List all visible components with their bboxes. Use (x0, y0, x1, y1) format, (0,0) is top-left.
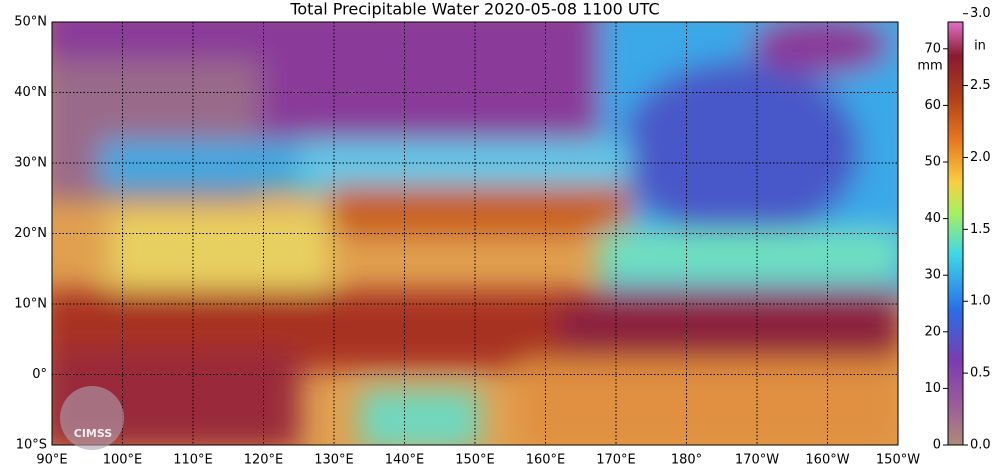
in-tick-label: 1.0 (970, 294, 991, 309)
lon-label: 110°E (173, 453, 213, 468)
mm-tick-label: 10 (924, 381, 941, 396)
lon-label: 90°E (36, 453, 67, 468)
in-tick-label: 2.0 (970, 150, 991, 165)
in-tick-label: 1.5 (970, 222, 991, 237)
lat-label: 10°S (16, 438, 47, 453)
lat-label: 50°N (14, 15, 47, 30)
in-tick-label: 2.5 (970, 78, 991, 93)
mm-tick-label: 40 (924, 211, 941, 226)
lon-label: 150°W (876, 453, 920, 468)
logo-text: CIMSS (74, 427, 113, 440)
lon-label: 100°E (103, 453, 143, 468)
map-image (52, 22, 898, 445)
in-tick-label: 0.0 (970, 438, 991, 453)
lon-label: 170°E (596, 453, 636, 468)
mm-tick-label: 20 (924, 324, 941, 339)
mm-tick-label: 30 (924, 268, 941, 283)
map-frame (51, 21, 899, 446)
mm-unit: mm (917, 59, 942, 74)
lat-label: 20°N (14, 226, 47, 241)
logo: CIMSS (60, 386, 124, 450)
lon-label: 120°E (244, 453, 284, 468)
mm-tick-label: 70 (924, 41, 941, 56)
lat-label: 30°N (14, 156, 47, 171)
in-tick-label: 0.5 (970, 366, 991, 381)
lon-label: 160°E (526, 453, 566, 468)
labels: 50°N 40°N 30°N 20°N 10°N 0° 10°S90°E 100°E 110°E… (14, 6, 990, 467)
graticule (52, 22, 898, 445)
lon-label: 150°E (455, 453, 495, 468)
in-unit: in (974, 39, 986, 54)
colorbar (947, 21, 964, 446)
lat-label: 10°N (14, 297, 47, 312)
mm-tick-label: 60 (924, 98, 941, 113)
in-tick-label: 3.0 (970, 6, 991, 21)
lon-label: 130°E (314, 453, 354, 468)
mm-tick-label: 50 (924, 155, 941, 170)
lat-label: 40°N (14, 85, 47, 100)
lat-label: 0° (32, 367, 47, 382)
mm-tick-label: 0 (933, 438, 941, 453)
lon-label: 160°W (805, 453, 849, 468)
lon-label: 180° (671, 453, 702, 468)
lon-label: 140°E (385, 453, 425, 468)
title: Total Precipitable Water 2020-05-08 1100… (289, 0, 659, 19)
lon-label: 170°W (735, 453, 779, 468)
